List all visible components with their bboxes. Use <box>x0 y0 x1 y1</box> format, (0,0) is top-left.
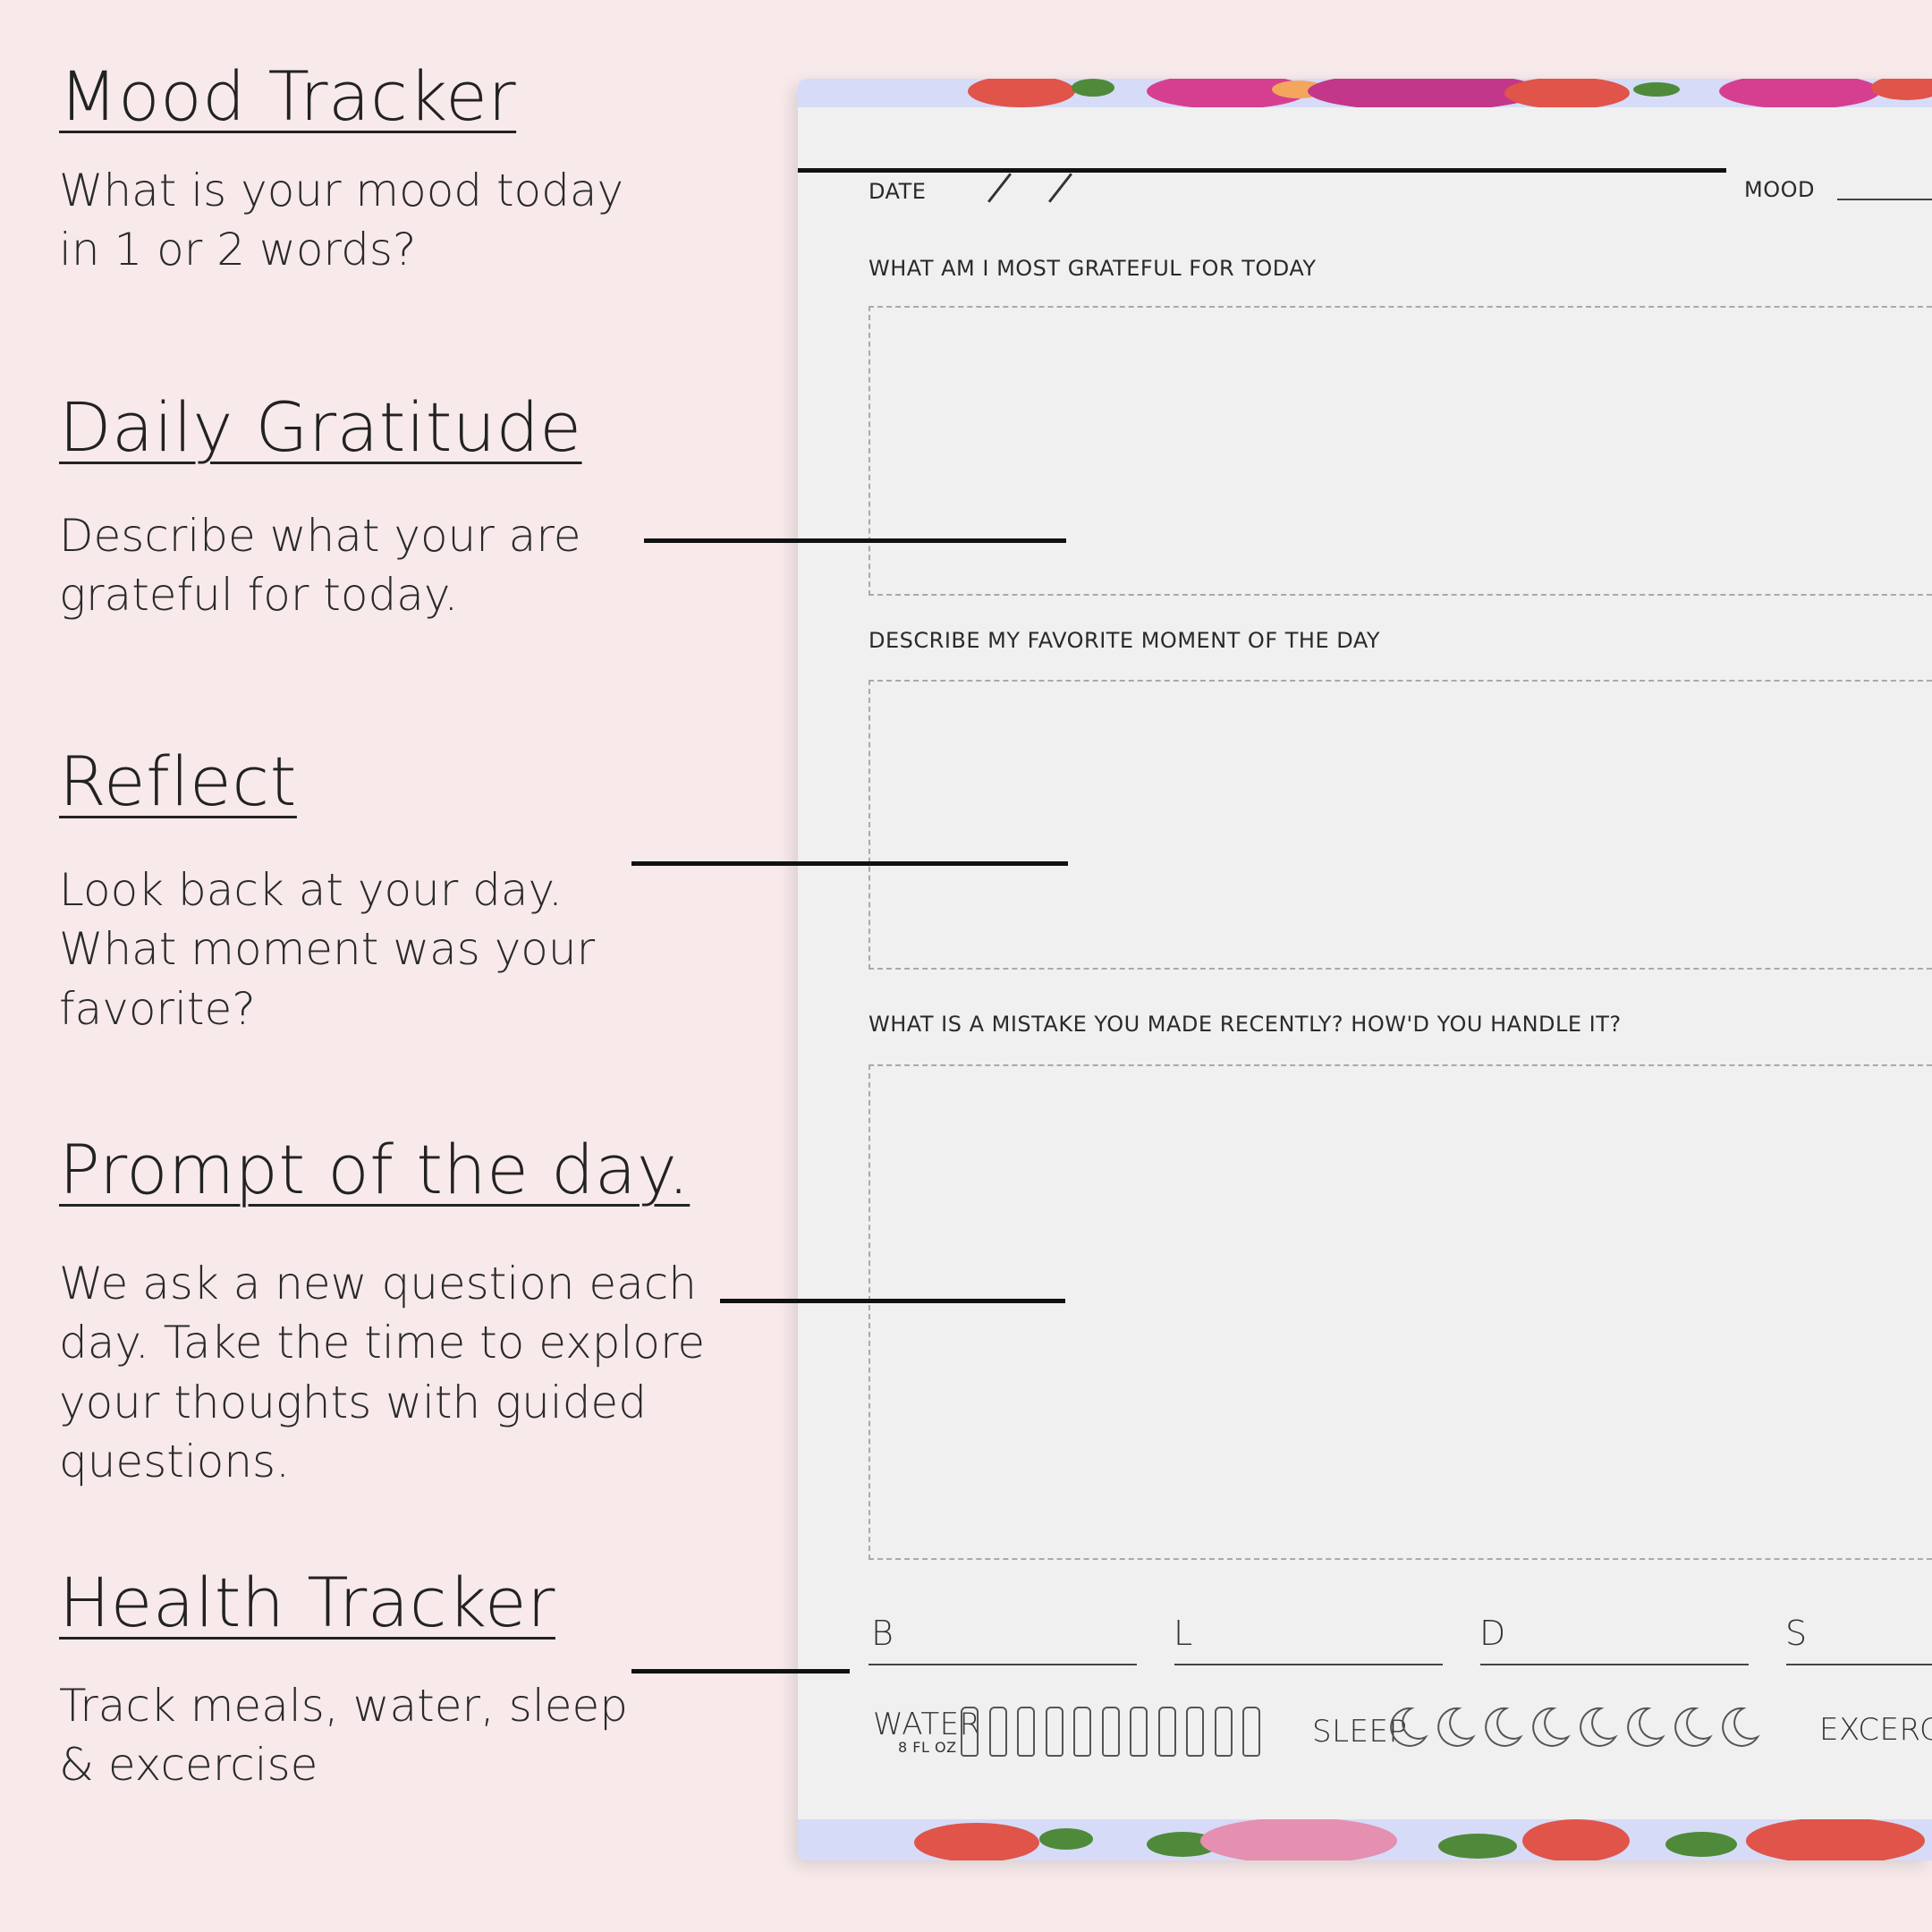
water-glass-icon[interactable] <box>1186 1707 1204 1757</box>
date-separator <box>987 173 1012 203</box>
water-glass-icon[interactable] <box>1242 1707 1260 1757</box>
feature-title: Daily Gratitude <box>59 387 582 467</box>
date-separator <box>1048 173 1072 203</box>
journal-page: DATE MOOD WHAT AM I MOST GRATEFUL FOR TO… <box>798 79 1932 1860</box>
mistake-prompt: WHAT IS A MISTAKE YOU MADE RECENTLY? HOW… <box>869 1012 1622 1037</box>
feature-title: Prompt of the day. <box>59 1130 691 1209</box>
water-glass-icon[interactable] <box>961 1707 979 1757</box>
feature-mood-tracker: Mood Tracker What is your mood today in … <box>59 59 623 280</box>
gratitude-prompt: WHAT AM I MOST GRATEFUL FOR TODAY <box>869 256 1317 281</box>
feature-description: What is your mood today in 1 or 2 words? <box>59 164 624 276</box>
feature-daily-gratitude: Daily Gratitude Describe what your are g… <box>59 390 582 625</box>
moon-icon[interactable] <box>1385 1705 1429 1750</box>
meal-dinner-label: D <box>1479 1614 1506 1653</box>
water-glass-icon[interactable] <box>1130 1707 1148 1757</box>
meal-lunch-label: L <box>1174 1614 1193 1653</box>
connector-line <box>644 538 1066 543</box>
water-glass-icon[interactable] <box>1101 1707 1120 1757</box>
meal-lunch-line[interactable] <box>1174 1664 1443 1665</box>
connector-line <box>720 1299 1065 1303</box>
connector-line <box>631 1669 850 1674</box>
feature-prompt-of-the-day: Prompt of the day. We ask a new question… <box>59 1132 705 1492</box>
moon-icon[interactable] <box>1669 1705 1714 1750</box>
mood-label: MOOD <box>1744 177 1815 202</box>
feature-description: Look back at your day. What moment was y… <box>59 863 596 1035</box>
feature-title: Health Tracker <box>59 1563 555 1642</box>
feature-description: Describe what your are grateful for toda… <box>59 509 581 622</box>
connector-line <box>798 168 1726 173</box>
moon-icon[interactable] <box>1479 1705 1524 1750</box>
moon-icon[interactable] <box>1716 1705 1761 1750</box>
water-glass-icon[interactable] <box>1045 1707 1063 1757</box>
water-glass-icon[interactable] <box>1157 1707 1176 1757</box>
water-unit: 8 FL OZ <box>898 1739 957 1756</box>
water-label: WATER <box>873 1707 981 1742</box>
meal-breakfast-label: B <box>871 1614 894 1653</box>
mood-input-line[interactable] <box>1837 199 1932 200</box>
moon-icon[interactable] <box>1622 1705 1666 1750</box>
water-glass-icon[interactable] <box>1017 1707 1035 1757</box>
floral-border-top <box>798 79 1932 107</box>
meal-dinner-line[interactable] <box>1480 1664 1749 1665</box>
mistake-box[interactable] <box>869 1064 1932 1560</box>
meal-snack-label: S <box>1785 1614 1808 1653</box>
moment-box[interactable] <box>869 680 1932 970</box>
floral-border-bottom <box>798 1819 1932 1860</box>
feature-reflect: Reflect Look back at your day. What mome… <box>59 744 595 1038</box>
feature-description: Track meals, water, sleep & excercise <box>59 1679 629 1792</box>
connector-line <box>631 861 1068 866</box>
meal-snack-line[interactable] <box>1786 1664 1932 1665</box>
water-glass-icon[interactable] <box>988 1707 1007 1757</box>
feature-description: We ask a new question each day. Take the… <box>59 1257 706 1488</box>
moment-prompt: DESCRIBE MY FAVORITE MOMENT OF THE DAY <box>869 628 1381 653</box>
moon-icon[interactable] <box>1432 1705 1477 1750</box>
moon-icon[interactable] <box>1574 1705 1619 1750</box>
date-label: DATE <box>869 179 927 204</box>
exercise-label: EXCERCISE <box>1819 1712 1932 1748</box>
feature-health-tracker: Health Tracker Track meals, water, sleep… <box>59 1565 628 1795</box>
moon-icon[interactable] <box>1527 1705 1572 1750</box>
meal-breakfast-line[interactable] <box>869 1664 1137 1665</box>
feature-title: Mood Tracker <box>59 56 517 136</box>
feature-title: Reflect <box>59 741 297 821</box>
gratitude-box[interactable] <box>869 306 1932 596</box>
water-glass-icon[interactable] <box>1073 1707 1091 1757</box>
water-glass-icon[interactable] <box>1214 1707 1233 1757</box>
